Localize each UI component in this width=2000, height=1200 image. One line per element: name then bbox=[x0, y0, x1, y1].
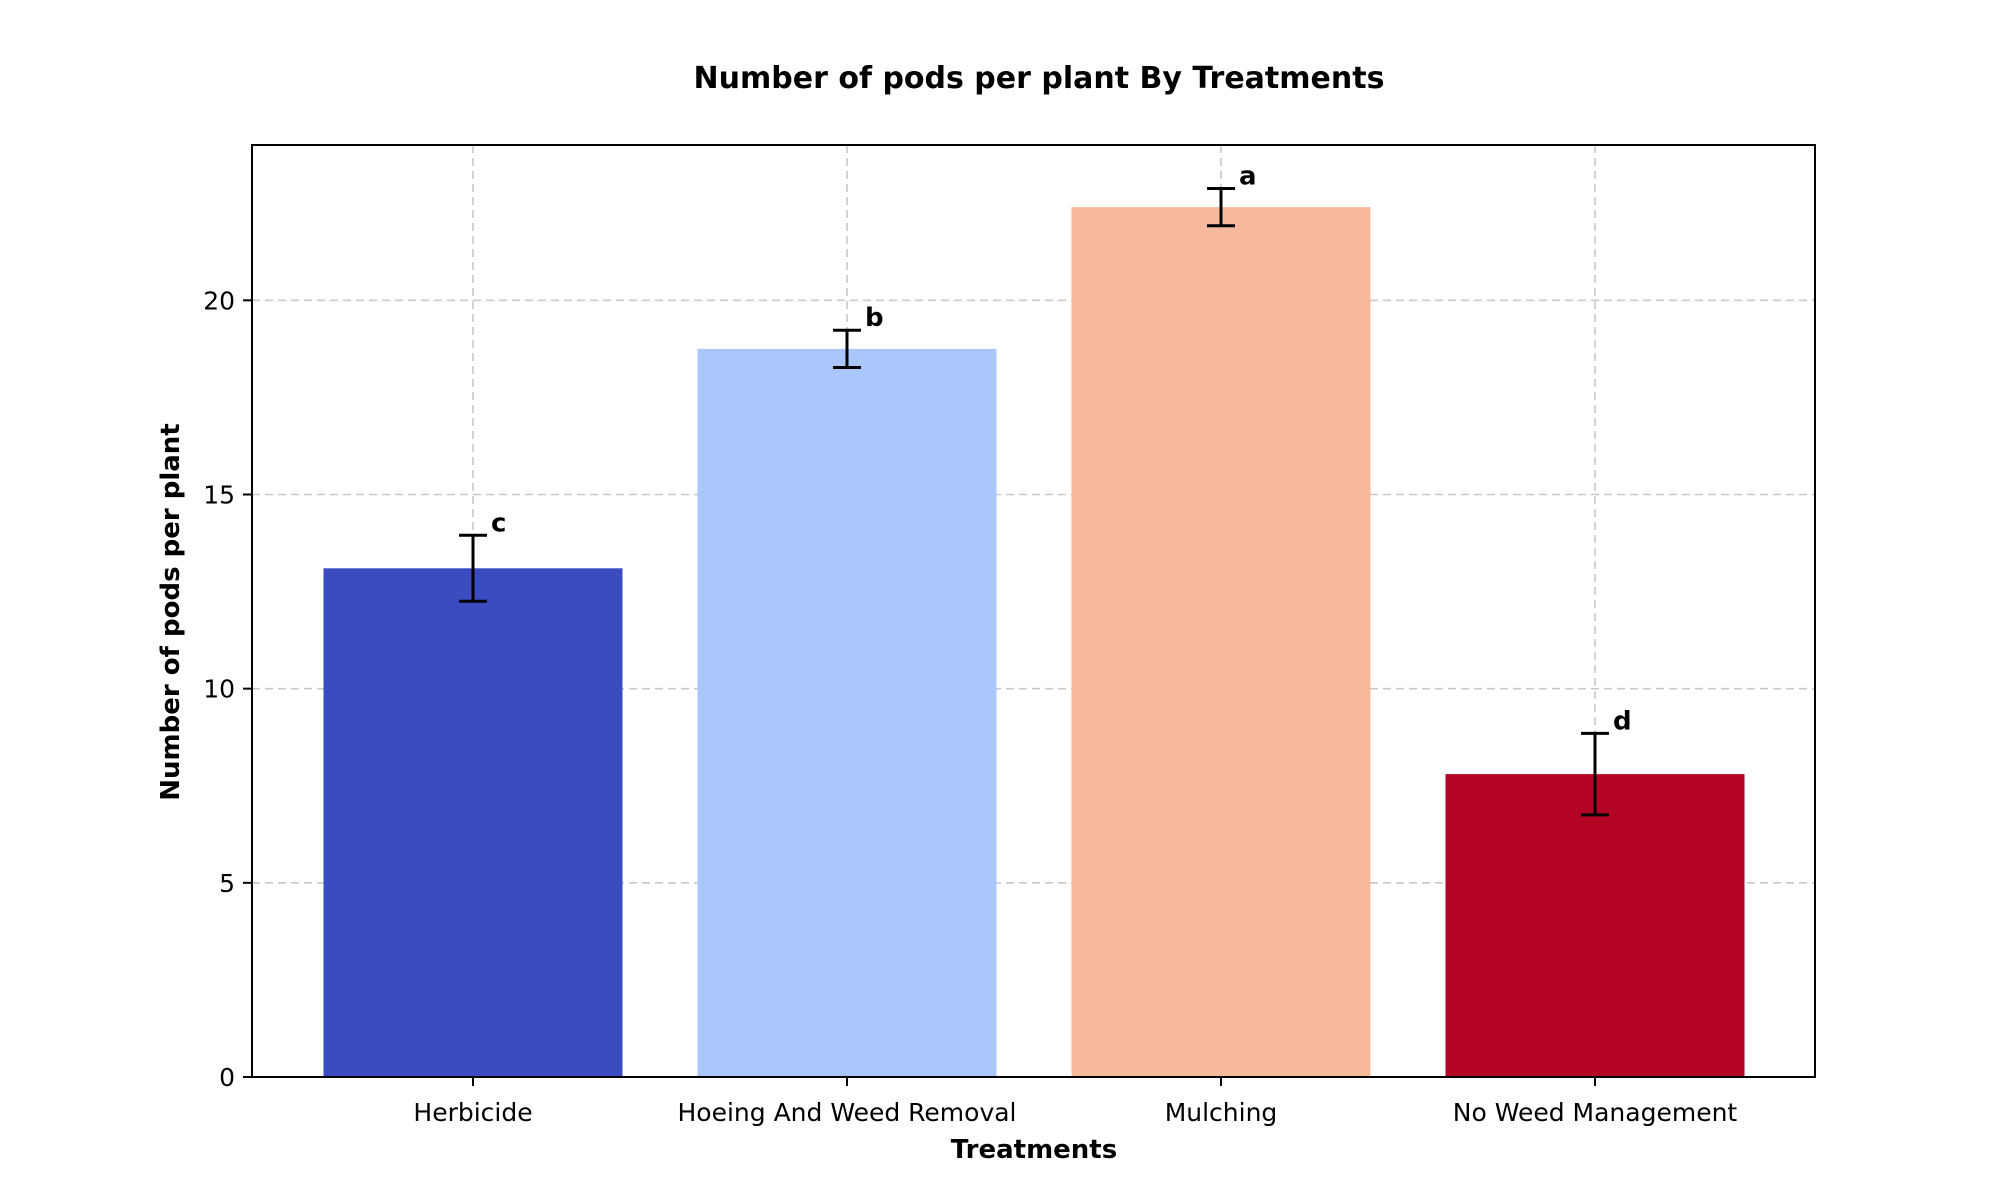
x-tick-label: Hoeing And Weed Removal bbox=[677, 1098, 1016, 1127]
y-axis-ticks: 0 5 10 15 20 bbox=[203, 286, 252, 1092]
y-tick-label: 15 bbox=[203, 481, 235, 510]
bar bbox=[323, 568, 623, 1077]
y-tick-label: 20 bbox=[203, 286, 235, 315]
bar bbox=[697, 348, 997, 1077]
plot-frame bbox=[251, 144, 1816, 1078]
x-tick-label: Herbicide bbox=[413, 1098, 532, 1127]
y-tick-label: 10 bbox=[203, 675, 235, 704]
significance-letter: d bbox=[1613, 706, 1632, 736]
y-tick-label: 5 bbox=[219, 869, 235, 898]
error-bars bbox=[459, 186, 1609, 817]
x-axis-label: Treatments bbox=[951, 1135, 1117, 1165]
significance-letter: b bbox=[865, 303, 884, 333]
significance-letter: c bbox=[491, 508, 506, 538]
bars bbox=[323, 207, 1745, 1078]
y-axis-label: Number of pods per plant bbox=[156, 423, 186, 800]
chart-title: Number of pods per plant By Treatments bbox=[694, 61, 1385, 96]
bar bbox=[1071, 207, 1371, 1078]
significance-letters: c b a d bbox=[491, 161, 1632, 736]
x-axis-ticks: Herbicide Hoeing And Weed Removal Mulching… bbox=[413, 1077, 1737, 1127]
x-tick-label: No Weed Management bbox=[1453, 1098, 1738, 1127]
bar bbox=[1445, 774, 1745, 1077]
y-tick-label: 0 bbox=[219, 1063, 235, 1092]
significance-letter: a bbox=[1239, 161, 1257, 191]
x-tick-label: Mulching bbox=[1165, 1098, 1278, 1127]
